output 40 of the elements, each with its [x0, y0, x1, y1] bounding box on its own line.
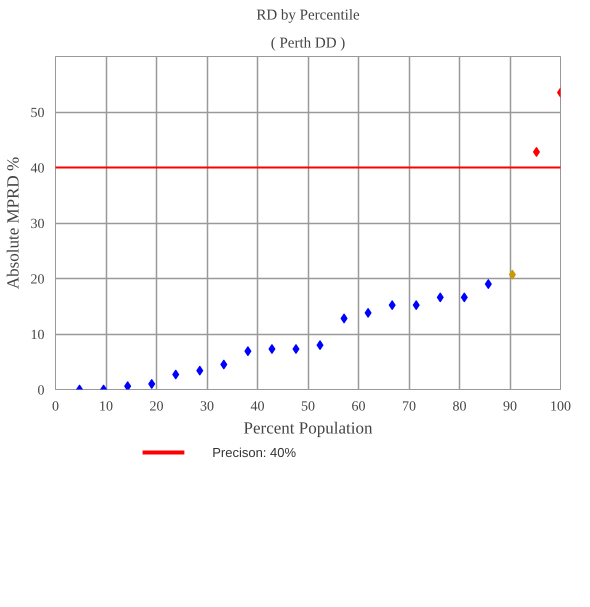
point	[436, 292, 444, 302]
point	[316, 340, 324, 350]
x-axis-title: Percent Population	[244, 418, 373, 438]
y-tick-label: 40	[30, 162, 44, 176]
point	[364, 308, 372, 318]
y-tick-label: 30	[30, 217, 44, 232]
chart-subtitle: ( Perth DD )	[270, 36, 346, 52]
point	[292, 344, 300, 354]
point	[388, 300, 396, 310]
point	[196, 366, 204, 376]
legend-label: Precison: 40%	[212, 445, 296, 460]
point	[244, 346, 252, 356]
point	[268, 344, 276, 354]
x-tick-label: 90	[503, 400, 517, 414]
x-tick-label: 80	[452, 400, 466, 414]
x-tick-label: 100	[550, 400, 571, 414]
point	[412, 300, 420, 310]
y-tick-label: 20	[30, 272, 44, 288]
x-tick-label: 0	[52, 400, 59, 414]
y-tick-label: 0	[38, 384, 44, 398]
point	[172, 370, 180, 380]
point	[532, 146, 540, 157]
chart-title: RD by Percentile	[256, 8, 360, 24]
x-tick-label: 20	[150, 400, 164, 414]
point	[484, 279, 492, 290]
x-tick-label: 70	[402, 400, 416, 414]
x-tick-label: 60	[352, 400, 366, 414]
point	[220, 360, 228, 370]
y-tick-label: 10	[30, 328, 44, 343]
y-tick-label: 50	[30, 106, 44, 121]
point	[460, 292, 468, 302]
point	[148, 378, 156, 389]
x-tick-label: 50	[301, 400, 315, 414]
x-tick-label: 10	[99, 400, 113, 414]
y-axis-title: Absolute MPRD %	[4, 156, 22, 290]
point	[124, 381, 132, 390]
x-tick-label: 30	[200, 400, 214, 414]
x-tick-label: 40	[250, 400, 264, 414]
point	[340, 313, 348, 324]
point	[508, 270, 516, 280]
